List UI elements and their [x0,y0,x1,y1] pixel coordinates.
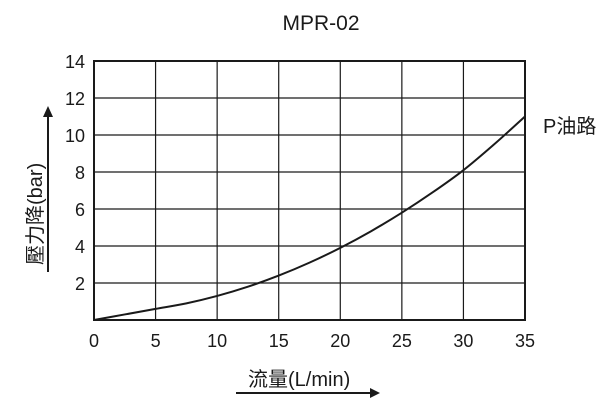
y-tick-label: 8 [75,163,85,183]
series-line-p-oil-path [93,115,526,321]
x-tick-label: 30 [453,331,473,351]
y-tick-label: 2 [75,274,85,294]
series-label-p-oil-path: P油路 [543,115,596,138]
y-tick-label: 10 [65,126,85,146]
y-axis-arrow [43,106,53,272]
y-tick-label: 12 [65,89,85,109]
x-tick-label: 20 [330,331,350,351]
x-tick-labels: 0 5 10 15 20 25 30 35 [89,331,535,351]
grid [94,61,525,320]
x-tick-label: 0 [89,331,99,351]
x-tick-label: 15 [269,331,289,351]
y-tick-label: 6 [75,200,85,220]
x-tick-label: 25 [392,331,412,351]
plot-frame [93,60,526,321]
y-tick-label: 4 [75,237,85,257]
x-axis-arrow [236,388,380,398]
y-tick-label: 14 [65,52,85,72]
x-tick-label: 5 [151,331,161,351]
y-axis-label: 壓力降(bar) [24,163,47,265]
chart-title: MPR-02 [282,12,359,35]
y-tick-labels: 2 4 6 8 10 12 14 [65,52,85,294]
x-tick-label: 35 [515,331,535,351]
x-tick-label: 10 [207,331,227,351]
x-axis-label: 流量(L/min) [248,368,350,391]
